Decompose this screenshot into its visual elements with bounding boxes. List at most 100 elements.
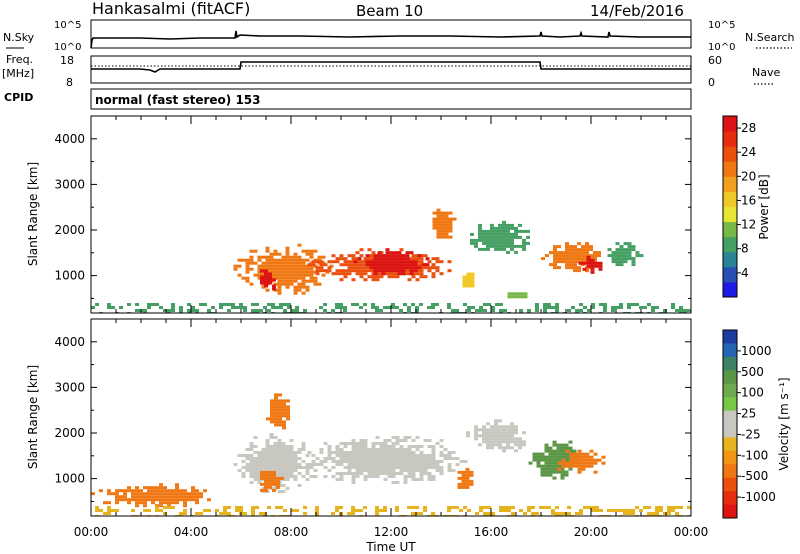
data-cell <box>553 260 557 264</box>
data-cell <box>257 472 262 475</box>
data-cell <box>478 434 482 438</box>
data-cell <box>447 451 452 454</box>
data-cell <box>627 251 632 255</box>
data-cell <box>387 475 392 478</box>
data-cell <box>264 275 268 279</box>
data-cell <box>355 469 360 472</box>
data-cell <box>245 469 250 472</box>
data-cell <box>135 309 139 312</box>
data-cell <box>548 458 553 462</box>
data-cell <box>261 460 266 463</box>
data-cell <box>327 469 332 472</box>
data-cell <box>272 479 276 483</box>
data-cell <box>391 472 396 475</box>
data-cell <box>289 270 294 274</box>
data-cell <box>331 512 335 515</box>
data-cell <box>195 501 199 505</box>
data-cell <box>567 506 571 509</box>
data-cell <box>519 292 524 296</box>
data-cell <box>635 254 640 258</box>
data-cell <box>607 509 611 512</box>
data-cell <box>355 445 360 448</box>
data-cell <box>577 458 582 462</box>
data-cell <box>289 454 294 457</box>
data-cell <box>335 445 340 448</box>
data-cell <box>395 436 400 439</box>
data-cell <box>482 428 486 432</box>
data-cell <box>268 278 272 282</box>
data-cell <box>351 472 356 475</box>
data-cell <box>163 512 167 515</box>
data-cell <box>466 434 470 438</box>
data-cell <box>287 306 291 309</box>
data-cell <box>586 264 591 268</box>
data-cell <box>448 226 453 230</box>
data-cell <box>331 466 336 469</box>
data-cell <box>207 509 211 512</box>
data-cell <box>313 249 318 253</box>
data-cell <box>293 478 298 481</box>
data-cell <box>183 509 187 512</box>
data-cell <box>375 442 380 445</box>
data-cell <box>239 509 243 512</box>
data-cell <box>159 504 163 508</box>
data-cell <box>363 442 368 445</box>
data-cell <box>274 402 278 406</box>
data-cell <box>478 226 482 230</box>
data-cell <box>277 279 282 283</box>
data-cell <box>289 279 294 283</box>
data-cell <box>506 238 510 242</box>
data-cell <box>561 257 565 261</box>
data-cell <box>436 211 441 215</box>
data-cell <box>556 452 561 456</box>
data-cell <box>343 269 348 273</box>
data-cell <box>671 506 675 509</box>
data-cell <box>389 269 394 273</box>
data-cell <box>277 454 282 457</box>
data-cell <box>470 281 475 285</box>
data-cell <box>369 263 374 267</box>
data-cell <box>269 469 274 472</box>
data-cell <box>494 247 498 251</box>
data-cell <box>581 245 585 249</box>
data-cell <box>514 244 518 248</box>
data-cell <box>563 512 567 515</box>
data-cell <box>297 273 302 277</box>
data-cell <box>281 460 286 463</box>
data-cell <box>573 452 578 456</box>
data-cell <box>385 257 390 261</box>
data-cell <box>313 279 318 283</box>
data-cell <box>270 417 274 421</box>
data-cell <box>431 457 436 460</box>
colorbar-swatch <box>723 281 737 298</box>
data-cell <box>281 466 286 469</box>
data-cell <box>593 260 597 264</box>
data-cell <box>267 303 271 306</box>
data-cell <box>363 448 368 451</box>
data-cell <box>518 443 522 447</box>
data-cell <box>268 272 272 276</box>
data-cell <box>171 498 175 502</box>
data-cell <box>363 457 368 460</box>
data-cell <box>532 452 537 456</box>
data-cell <box>335 451 340 454</box>
data-cell <box>548 467 553 471</box>
data-cell <box>687 506 691 509</box>
data-cell <box>510 422 514 426</box>
data-cell <box>490 235 494 239</box>
data-cell <box>514 229 518 233</box>
data-cell <box>163 492 167 496</box>
data-cell <box>301 445 306 448</box>
data-cell <box>291 309 295 312</box>
data-cell <box>147 303 151 306</box>
data-cell <box>115 498 119 502</box>
data-cell <box>273 448 278 451</box>
data-cell <box>377 254 382 258</box>
data-cell <box>107 501 111 505</box>
data-cell <box>552 476 557 480</box>
data-cell <box>619 248 624 252</box>
data-cell <box>385 263 390 267</box>
data-cell <box>462 275 467 279</box>
data-cell <box>293 457 298 460</box>
data-cell <box>387 469 392 472</box>
